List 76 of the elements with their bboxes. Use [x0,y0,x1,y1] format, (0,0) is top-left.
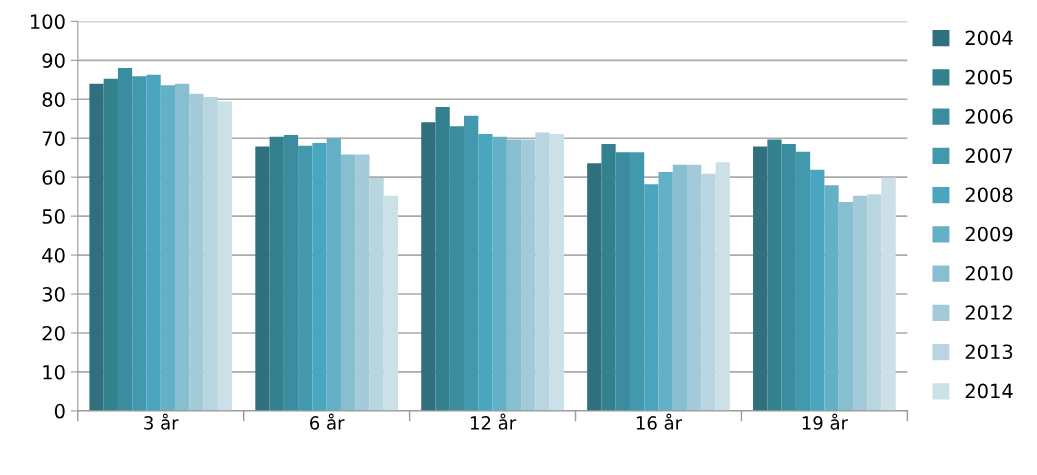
legend-label: 2009 [965,226,1013,242]
bar [464,115,479,411]
y-tick-label: 20 [42,325,65,341]
legend-label: 2004 [965,30,1013,46]
legend-label: 2014 [965,383,1013,399]
y-tick-label: 70 [42,131,65,146]
bar [492,136,507,411]
legend-label: 2013 [965,344,1013,360]
bar [644,184,659,411]
y-tick-label: 0 [54,403,65,419]
bar [203,96,218,411]
bar [435,107,450,411]
bar [767,139,782,411]
bar [506,139,522,411]
bar [881,177,896,411]
bar [824,185,839,411]
legend-label: 2008 [965,187,1013,203]
bar [283,135,299,411]
bar [449,126,465,411]
x-tick-label: 6 år [310,413,345,430]
y-tick-label: 80 [42,92,65,107]
legend-label: 2006 [965,108,1013,124]
bar [687,164,702,411]
bar [615,152,630,411]
bar [132,76,147,411]
bar [587,163,602,411]
bar [189,93,204,411]
bar [146,74,161,411]
bar [383,195,398,411]
bar [89,83,104,411]
bar [672,164,688,411]
bar [867,194,882,411]
bar [340,154,356,411]
y-tick-label: 30 [42,286,65,302]
legend-label: 2005 [965,69,1013,85]
bar [217,101,233,411]
bar [175,83,190,411]
bar [852,195,868,411]
bar [838,202,853,411]
bar [369,177,384,411]
bar [549,133,564,411]
bar [781,144,796,411]
x-tick-label: 3 år [144,413,179,430]
legend-label: 2007 [965,148,1013,163]
bar [421,122,436,411]
y-tick-label: 90 [42,53,65,68]
bar [701,173,716,411]
bar [255,146,270,411]
y-tick-label: 100 [30,14,65,30]
bar [269,136,284,411]
bar [312,142,327,411]
bar [658,172,673,411]
bar [326,137,341,411]
y-tick-label: 10 [43,364,65,380]
bar [160,85,175,411]
legend-label: 2010 [965,265,1013,281]
y-tick-label: 50 [42,209,65,224]
bar [795,151,811,411]
y-tick-label: 60 [42,170,65,185]
bar [103,78,118,411]
legend-label: 2012 [965,305,1012,320]
bar [715,162,730,411]
bar [478,133,493,411]
bar [298,145,313,411]
x-tick-label: 19 år [802,413,849,430]
x-tick-label: 16 år [636,413,683,430]
bar [521,139,536,411]
bar [535,132,550,411]
bar [117,68,133,411]
bar [355,154,370,411]
bar [753,146,768,411]
y-tick-label: 40 [42,248,65,263]
x-tick-label: 12 år [470,413,517,430]
bar [601,144,616,411]
bar [629,152,645,411]
bar [810,169,825,411]
